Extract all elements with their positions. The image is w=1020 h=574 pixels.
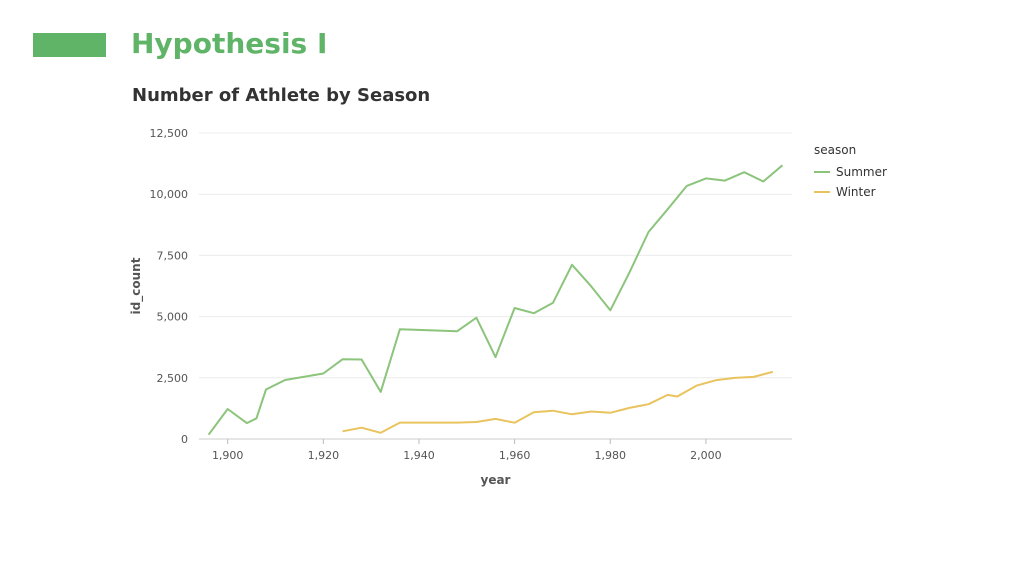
x-tick-label: 2,000 bbox=[690, 449, 722, 462]
y-tick-label: 2,500 bbox=[157, 372, 189, 385]
y-tick-label: 12,500 bbox=[150, 127, 189, 140]
x-tick-label: 1,920 bbox=[308, 449, 340, 462]
x-tick-label: 1,900 bbox=[212, 449, 244, 462]
chart-title: Number of Athlete by Season bbox=[132, 85, 431, 106]
x-tick-label: 1,980 bbox=[595, 449, 627, 462]
axes: 0 2,500 5,000 7,500 10,000 12,500 1,900 1,920 1,… bbox=[129, 127, 722, 487]
slide-title: Hypothesis I bbox=[131, 27, 328, 60]
y-tick-label: 5,000 bbox=[157, 311, 189, 324]
title-accent-bar bbox=[33, 33, 106, 57]
series-line-summer bbox=[207, 164, 784, 436]
y-tick-label: 0 bbox=[181, 433, 188, 446]
legend: season Summer Winter bbox=[814, 143, 887, 199]
legend-entry: Summer bbox=[836, 165, 887, 179]
y-axis-label: id_count bbox=[129, 257, 144, 314]
y-tick-label: 7,500 bbox=[157, 249, 189, 262]
legend-entry: Winter bbox=[836, 185, 876, 199]
y-tick-label: 10,000 bbox=[150, 188, 189, 201]
legend-title: season bbox=[814, 143, 856, 157]
series-lines bbox=[207, 164, 784, 436]
x-axis-label: year bbox=[481, 473, 511, 487]
x-tick-label: 1,960 bbox=[499, 449, 531, 462]
x-tick-label: 1,940 bbox=[403, 449, 435, 462]
series-line-winter bbox=[342, 370, 774, 434]
